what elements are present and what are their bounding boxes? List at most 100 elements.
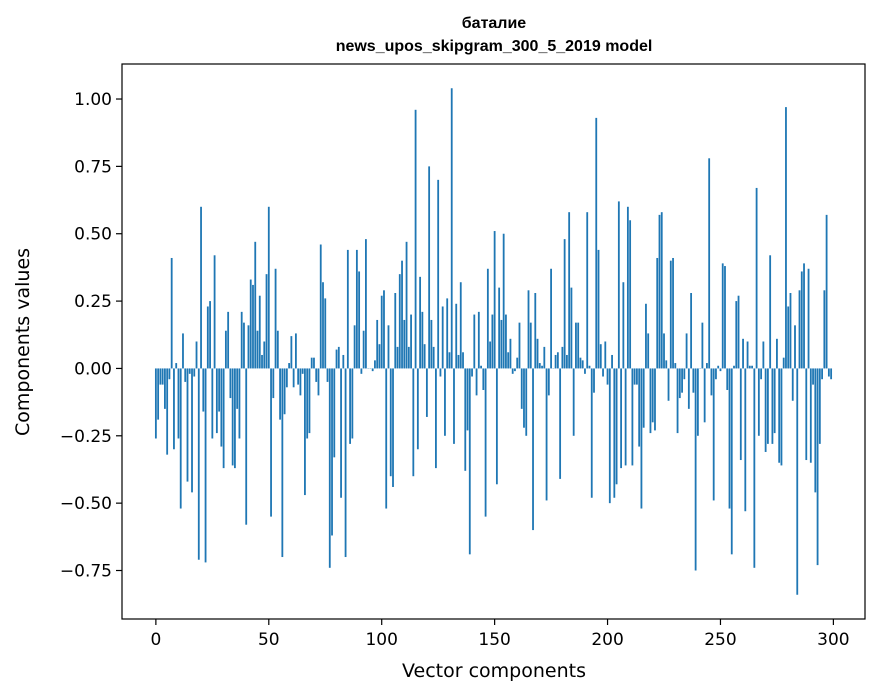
bar-195 [595, 117, 598, 369]
bar-211 [631, 368, 634, 466]
bar-168 [534, 293, 537, 369]
bar-291 [812, 368, 814, 385]
bar-14 [186, 368, 189, 482]
bar-116 [416, 368, 419, 450]
bar-261 [744, 368, 747, 512]
bar-193 [590, 368, 593, 498]
bar-109 [401, 260, 403, 369]
bar-120 [425, 368, 428, 417]
bar-199 [604, 341, 607, 369]
bar-268 [760, 368, 763, 380]
bar-247 [712, 368, 715, 501]
bar-68 [308, 368, 311, 434]
bar-104 [389, 368, 392, 477]
bar-184 [570, 287, 573, 369]
bar-43 [252, 284, 254, 369]
bar-246 [710, 368, 713, 396]
bar-213 [636, 368, 638, 385]
bar-292 [814, 368, 817, 493]
bar-45 [256, 330, 259, 369]
bar-150 [493, 231, 496, 369]
bar-143 [477, 311, 480, 369]
bar-37 [238, 368, 241, 439]
bar-196 [597, 249, 600, 369]
bar-267 [757, 368, 760, 436]
bar-149 [491, 314, 494, 369]
bar-33 [229, 368, 232, 399]
bar-190 [584, 368, 586, 374]
bar-2 [159, 368, 162, 385]
bar-158 [511, 368, 514, 374]
bar-248 [715, 368, 717, 380]
bar-124 [435, 368, 437, 469]
bar-9 [175, 363, 178, 369]
bar-73 [319, 244, 322, 369]
bar-3 [161, 368, 164, 385]
bar-70 [313, 357, 315, 369]
bar-61 [292, 368, 295, 388]
bar-281 [789, 293, 792, 369]
bar-270 [764, 368, 767, 452]
bar-5 [166, 368, 169, 455]
bar-179 [559, 368, 562, 479]
bar-65 [301, 368, 304, 374]
bar-42 [249, 279, 252, 369]
bar-128 [444, 368, 446, 436]
bar-74 [322, 282, 324, 369]
bar-80 [335, 349, 338, 369]
bar-113 [410, 314, 412, 369]
bar-133 [455, 303, 458, 369]
bar-222 [656, 257, 659, 369]
bar-26 [213, 255, 216, 369]
bar-235 [685, 333, 688, 369]
bar-119 [423, 344, 426, 369]
bar-46 [258, 295, 261, 369]
bar-262 [746, 341, 749, 369]
x-axis: 0 50 100 150 200 250 300 [150, 619, 850, 650]
bar-6 [168, 368, 171, 380]
bar-99 [378, 344, 381, 369]
bar-52 [272, 368, 275, 399]
bar-66 [304, 368, 306, 496]
bar-27 [215, 368, 218, 434]
bar-98 [376, 319, 379, 369]
bar-234 [683, 368, 686, 380]
bar-121 [428, 166, 431, 369]
bar-29 [220, 368, 223, 447]
bar-108 [398, 274, 401, 369]
bar-54 [276, 330, 279, 369]
x-tick-label-150: 150 [478, 630, 510, 650]
bar-275 [776, 338, 778, 369]
bar-4 [164, 368, 166, 409]
bar-162 [520, 368, 523, 409]
bar-240 [696, 368, 699, 436]
bar-194 [593, 368, 595, 393]
bar-157 [509, 338, 512, 369]
y-tick-label-6: −0.50 [60, 494, 112, 514]
bar-22 [204, 368, 207, 563]
bar-21 [202, 368, 205, 412]
bar-82 [340, 368, 342, 498]
bar-16 [191, 368, 193, 493]
bar-141 [473, 314, 476, 369]
bar-286 [800, 271, 803, 369]
bar-156 [507, 352, 510, 369]
bar-17 [193, 368, 196, 377]
bar-140 [471, 368, 473, 377]
bar-279 [785, 107, 787, 369]
bar-266 [755, 187, 758, 369]
bar-136 [462, 352, 464, 369]
bar-55 [279, 368, 281, 420]
bar-131 [450, 88, 453, 369]
bar-118 [421, 311, 424, 369]
bar-289 [807, 268, 810, 369]
bar-255 [730, 368, 733, 555]
bar-78 [331, 368, 333, 536]
bar-214 [638, 368, 641, 447]
bar-192 [588, 365, 591, 369]
bar-40 [245, 368, 248, 525]
bar-81 [337, 346, 340, 369]
y-tick-label-2: 0.50 [74, 225, 112, 245]
bar-207 [622, 282, 625, 369]
